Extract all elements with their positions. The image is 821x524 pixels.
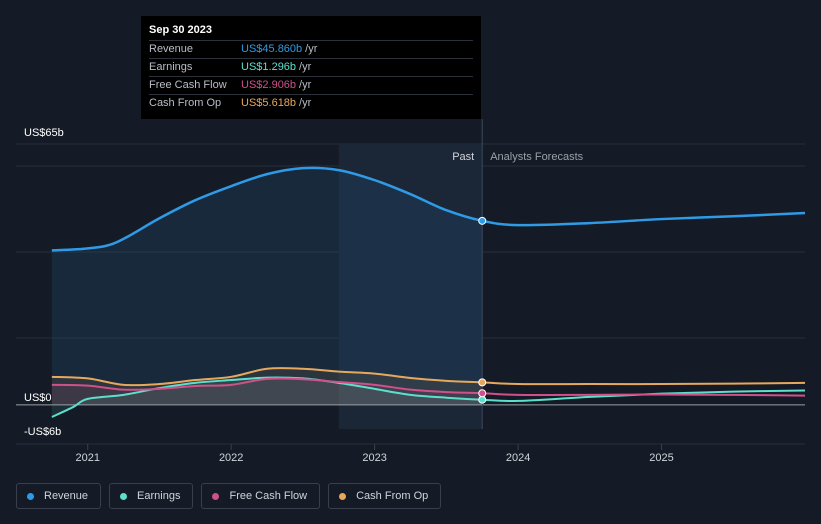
x-tick-label: 2022 bbox=[219, 452, 243, 464]
x-tick-label: 2021 bbox=[75, 452, 99, 464]
earnings-line bbox=[51, 376, 806, 418]
legend: Revenue Earnings Free Cash Flow Cash Fro… bbox=[16, 483, 442, 509]
tooltip-label: Cash From Op bbox=[149, 97, 222, 109]
tooltip: Sep 30 2023 Revenue US$45.860b /yr Earni… bbox=[141, 16, 481, 119]
legend-item-revenue[interactable]: Revenue bbox=[16, 483, 102, 509]
free-cash-flow-marker bbox=[478, 389, 487, 398]
cash-from-op-dot-icon bbox=[339, 492, 347, 500]
y-tick-label: -US$6b bbox=[24, 426, 61, 438]
legend-item-earnings[interactable]: Earnings bbox=[109, 483, 194, 509]
series-lines bbox=[51, 166, 806, 418]
tooltip-label: Free Cash Flow bbox=[149, 79, 227, 91]
earnings-marker bbox=[478, 395, 487, 404]
x-tick-label: 2025 bbox=[649, 452, 673, 464]
tooltip-date: Sep 30 2023 bbox=[149, 24, 212, 36]
tooltip-unit: /yr bbox=[299, 61, 312, 73]
tooltip-unit: /yr bbox=[299, 79, 312, 91]
free-cash-flow-line bbox=[51, 377, 806, 397]
tooltip-row-revenue: Revenue US$45.860b /yr bbox=[149, 40, 473, 58]
series-markers bbox=[478, 216, 487, 404]
revenue-dot-icon bbox=[27, 492, 34, 500]
x-axis-ticks: 2021 2022 2023 2024 2025 bbox=[75, 444, 674, 464]
revenue-marker bbox=[478, 216, 487, 225]
tooltip-label: Earnings bbox=[149, 61, 193, 73]
past-label: Past bbox=[452, 151, 474, 163]
tooltip-row-free-cash-flow: Free Cash Flow US$2.906b /yr bbox=[149, 76, 473, 94]
earnings-area bbox=[51, 377, 483, 417]
legend-label: Revenue bbox=[44, 490, 89, 502]
cash-from-op-line bbox=[51, 367, 806, 387]
legend-item-cash-from-op[interactable]: Cash From Op bbox=[328, 483, 442, 509]
y-axis-ticks: US$65b US$0 -US$6b bbox=[24, 127, 64, 438]
free-cash-flow-dot-icon bbox=[212, 492, 220, 500]
tooltip-row-cash-from-op: Cash From Op US$5.618b /yr bbox=[149, 94, 473, 112]
tooltip-row-earnings: Earnings US$1.296b /yr bbox=[149, 58, 473, 76]
y-tick-label: US$0 bbox=[24, 392, 52, 404]
x-tick-label: 2023 bbox=[362, 452, 386, 464]
tooltip-value: US$5.618b bbox=[241, 97, 297, 109]
legend-item-free-cash-flow[interactable]: Free Cash Flow bbox=[201, 483, 321, 509]
tooltip-label: Revenue bbox=[149, 43, 194, 55]
tooltip-unit: /yr bbox=[305, 43, 318, 55]
tooltip-value: US$1.296b bbox=[241, 61, 297, 73]
tooltip-unit: /yr bbox=[299, 97, 312, 109]
cash-from-op-marker bbox=[478, 378, 487, 387]
revenue-area bbox=[51, 167, 483, 405]
legend-label: Earnings bbox=[137, 490, 181, 502]
forecast-label: Analysts Forecasts bbox=[490, 151, 583, 163]
revenue-line bbox=[51, 166, 806, 252]
tooltip-value: US$45.860b bbox=[241, 43, 303, 55]
earnings-dot-icon bbox=[120, 492, 128, 500]
cash-from-op-area bbox=[51, 368, 483, 405]
area-fills bbox=[51, 167, 483, 417]
tooltip-value: US$2.906b bbox=[241, 79, 297, 91]
legend-label: Cash From Op bbox=[356, 490, 429, 502]
y-tick-label: US$65b bbox=[24, 127, 64, 139]
x-tick-label: 2024 bbox=[506, 452, 530, 464]
legend-label: Free Cash Flow bbox=[229, 490, 308, 502]
